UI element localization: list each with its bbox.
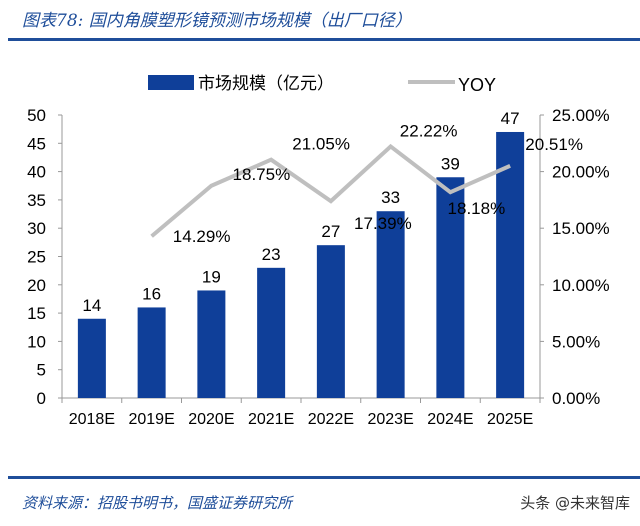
right-tick-label: 10.00% (552, 276, 610, 295)
x-tick-label: 2021E (248, 411, 294, 428)
left-tick-label: 5 (37, 361, 46, 380)
legend-bar-swatch (148, 75, 194, 90)
yoy-value-label: 21.05% (292, 135, 350, 154)
left-tick-label: 10 (27, 332, 46, 351)
watermark: 头条 @未来智库 (520, 494, 630, 512)
bar-2022E (316, 245, 345, 398)
x-tick-label: 2024E (427, 411, 473, 428)
right-tick-label: 15.00% (552, 219, 610, 238)
bar-2018E (77, 318, 106, 398)
left-tick-label: 35 (27, 191, 46, 210)
yoy-value-label: 20.51% (525, 135, 583, 154)
bar-value-label: 19 (202, 267, 221, 286)
bar-value-label: 16 (142, 284, 161, 303)
x-tick-label: 2018E (69, 411, 115, 428)
bar-value-label: 14 (82, 296, 101, 315)
legend-bar-label: 市场规模（亿元） (198, 74, 334, 93)
left-tick-label: 50 (27, 106, 46, 125)
bar-value-label: 33 (381, 188, 400, 207)
top-divider (8, 38, 640, 41)
left-tick-label: 25 (27, 248, 46, 267)
figure-title: 图表78: 国内角膜塑形镜预测市场规模（出厂口径） (22, 11, 412, 31)
bar-2020E (197, 290, 226, 398)
bar-2024E (436, 177, 465, 398)
bar-2019E (137, 307, 166, 398)
yoy-value-label: 22.22% (400, 121, 458, 140)
right-tick-label: 20.00% (552, 163, 610, 182)
bottom-divider (8, 476, 640, 479)
right-tick-label: 5.00% (552, 332, 600, 351)
bar-value-label: 47 (501, 109, 520, 128)
bar-2023E (376, 211, 405, 398)
yoy-value-label: 17.39% (354, 214, 412, 233)
left-tick-label: 30 (27, 219, 46, 238)
left-tick-label: 20 (27, 276, 46, 295)
legend-line-label: YOY (458, 75, 496, 95)
x-tick-label: 2025E (487, 411, 533, 428)
right-tick-label: 0.00% (552, 389, 600, 408)
x-tick-label: 2019E (128, 411, 174, 428)
yoy-value-label: 18.18% (448, 199, 506, 218)
left-tick-label: 40 (27, 163, 46, 182)
bar-2025E (496, 131, 525, 399)
left-tick-label: 0 (37, 389, 46, 408)
bar-2021E (257, 267, 286, 398)
x-tick-label: 2020E (188, 411, 234, 428)
bar-value-label: 39 (441, 154, 460, 173)
left-tick-label: 15 (27, 304, 46, 323)
x-tick-label: 2023E (367, 411, 413, 428)
yoy-value-label: 18.75% (233, 165, 291, 184)
chart-svg: 0 5 10 15 20 25 30 35 40 45 50 0.00% 5.00% 10.00% 15.0… (27, 74, 610, 428)
left-tick-label: 45 (27, 134, 46, 153)
bar-value-label: 23 (262, 245, 281, 264)
source-note: 资料来源：招股书明书，国盛证券研究所 (22, 494, 293, 512)
bar-value-label: 27 (321, 222, 340, 241)
yoy-value-label: 14.29% (173, 227, 231, 246)
x-tick-label: 2022E (308, 411, 354, 428)
right-tick-label: 25.00% (552, 106, 610, 125)
